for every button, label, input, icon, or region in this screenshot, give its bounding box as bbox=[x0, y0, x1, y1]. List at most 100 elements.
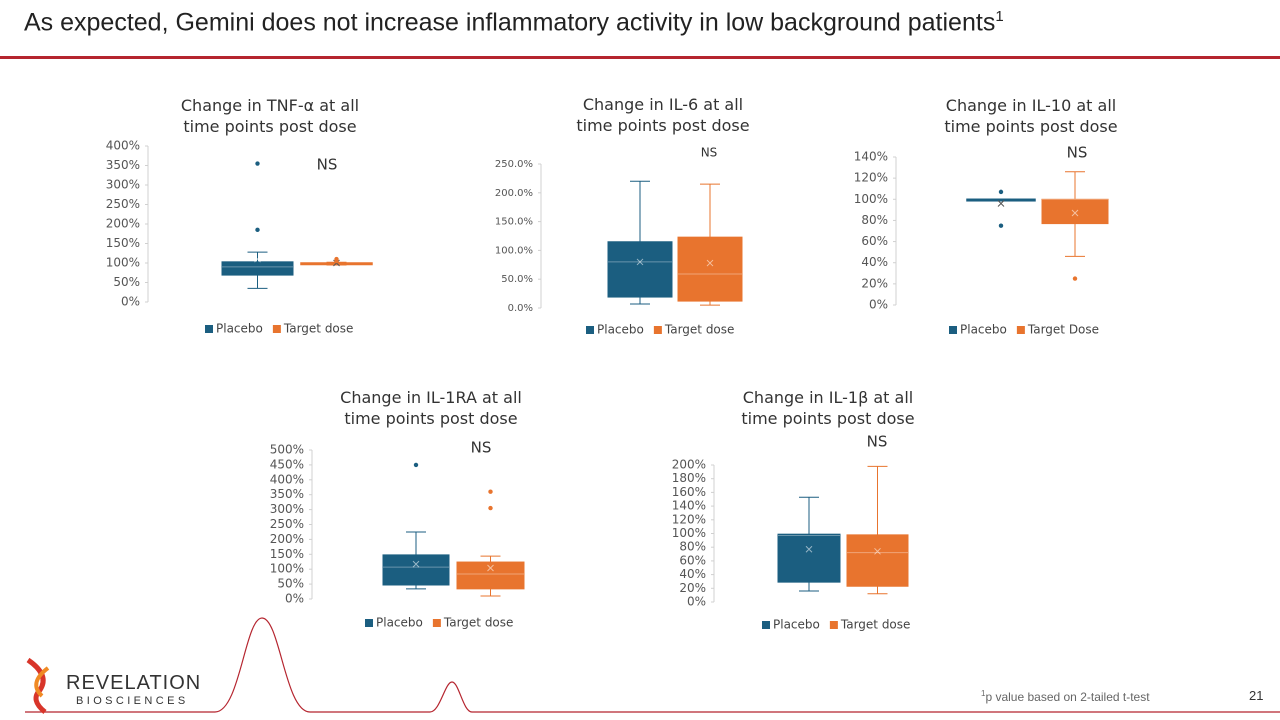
legend-label: Target dose bbox=[664, 323, 735, 337]
outlier bbox=[998, 223, 1004, 228]
logo-text: REVELATION bbox=[66, 672, 202, 694]
box bbox=[1041, 198, 1109, 225]
box bbox=[607, 241, 673, 298]
y-tick-label: 150% bbox=[270, 547, 304, 561]
chart-title: Change in TNF-α at all time points post … bbox=[180, 96, 360, 136]
y-tick-label: 0% bbox=[687, 595, 706, 609]
chart-title: Change in IL-10 at all time points post … bbox=[944, 96, 1118, 136]
y-tick-label: 100% bbox=[854, 192, 888, 206]
box bbox=[382, 554, 450, 586]
annotation: NS bbox=[1067, 144, 1088, 162]
y-tick-label: 60% bbox=[861, 234, 888, 248]
y-tick-label: 200% bbox=[270, 532, 304, 546]
outlier bbox=[334, 258, 339, 264]
outlier bbox=[1072, 276, 1078, 281]
legend-swatch bbox=[205, 325, 213, 333]
y-tick-label: 80% bbox=[861, 213, 888, 227]
legend-swatch bbox=[365, 619, 373, 627]
y-tick-label: 100.0% bbox=[495, 245, 533, 256]
chart-title: Change in IL-6 at all time points post d… bbox=[576, 95, 750, 135]
box bbox=[777, 533, 841, 583]
y-tick-label: 0.0% bbox=[508, 303, 533, 314]
legend-swatch bbox=[829, 621, 838, 629]
title-rule bbox=[0, 56, 1280, 59]
mean-marker bbox=[874, 547, 881, 555]
outlier bbox=[255, 161, 260, 166]
y-tick-label: 50% bbox=[113, 275, 140, 289]
mean-marker bbox=[636, 258, 644, 266]
y-tick-label: 400% bbox=[270, 472, 304, 486]
y-tick-label: 400% bbox=[106, 139, 140, 153]
box bbox=[677, 236, 743, 302]
y-tick-label: 350% bbox=[106, 158, 140, 172]
legend-label: Target Dose bbox=[1027, 323, 1099, 337]
y-tick-label: 40% bbox=[679, 567, 706, 581]
annotation: NS bbox=[317, 156, 338, 174]
y-tick-label: 0% bbox=[121, 295, 140, 309]
y-tick-label: 500% bbox=[270, 443, 304, 457]
box bbox=[221, 261, 294, 276]
y-tick-label: 150% bbox=[106, 236, 140, 250]
y-tick-label: 450% bbox=[270, 457, 304, 471]
legend-label: Placebo bbox=[376, 616, 423, 630]
y-tick-label: 350% bbox=[270, 487, 304, 501]
mean-marker bbox=[412, 560, 420, 568]
legend-label: Placebo bbox=[773, 618, 820, 632]
y-tick-label: 100% bbox=[270, 562, 304, 576]
y-tick-label: 120% bbox=[672, 512, 706, 526]
y-tick-label: 200% bbox=[106, 217, 140, 231]
logo-mark bbox=[26, 657, 47, 714]
outlier bbox=[413, 462, 419, 468]
legend-swatch bbox=[586, 326, 594, 334]
legend-swatch bbox=[1016, 326, 1025, 334]
footnote-text: p value based on 2-tailed t-test bbox=[985, 690, 1150, 704]
annotation: NS bbox=[701, 146, 718, 160]
outlier bbox=[488, 505, 493, 511]
mean-marker bbox=[706, 259, 714, 267]
footnote-sup: 1 bbox=[981, 689, 986, 698]
box bbox=[846, 534, 909, 587]
chart-title: Change in IL-1β at all time points post … bbox=[741, 388, 915, 428]
y-tick-label: 140% bbox=[672, 499, 706, 513]
mean-marker bbox=[1071, 209, 1079, 217]
chart-title: Change in IL-1RA at all time points post… bbox=[340, 388, 522, 428]
y-tick-label: 250% bbox=[106, 197, 140, 211]
mean-marker bbox=[254, 255, 261, 263]
title-sup: 1 bbox=[995, 8, 1004, 25]
legend-label: Placebo bbox=[597, 323, 644, 337]
y-tick-label: 200% bbox=[672, 458, 706, 472]
legend-swatch bbox=[653, 326, 662, 334]
box bbox=[456, 561, 525, 590]
outlier bbox=[488, 489, 493, 494]
legend-label: Target dose bbox=[283, 322, 354, 336]
legend-label: Target dose bbox=[840, 618, 911, 632]
y-tick-label: 50.0% bbox=[501, 274, 533, 285]
y-tick-label: 180% bbox=[672, 471, 706, 485]
y-tick-label: 150.0% bbox=[495, 217, 533, 228]
mean-marker bbox=[487, 564, 494, 572]
title-text: As expected, Gemini does not increase in… bbox=[24, 8, 996, 37]
y-tick-label: 20% bbox=[861, 276, 888, 290]
y-tick-label: 0% bbox=[285, 592, 304, 606]
annotation: NS bbox=[867, 433, 888, 451]
legend-label: Placebo bbox=[216, 322, 263, 336]
legend-swatch bbox=[949, 326, 957, 334]
y-tick-label: 20% bbox=[679, 581, 706, 595]
legend-swatch bbox=[762, 621, 770, 629]
y-tick-label: 300% bbox=[270, 502, 304, 516]
y-tick-label: 80% bbox=[679, 540, 706, 554]
y-tick-label: 100% bbox=[106, 256, 140, 270]
legend-swatch bbox=[432, 619, 441, 627]
y-tick-label: 250.0% bbox=[495, 159, 533, 170]
y-tick-label: 50% bbox=[277, 577, 304, 591]
y-tick-label: 40% bbox=[861, 255, 888, 269]
slide-title: As expected, Gemini does not increase in… bbox=[24, 8, 1004, 37]
footnote: 1p value based on 2-tailed t-test bbox=[981, 689, 1150, 704]
legend-swatch bbox=[272, 325, 281, 333]
annotation: NS bbox=[471, 439, 492, 457]
legend-label: Placebo bbox=[960, 323, 1007, 337]
y-tick-label: 140% bbox=[854, 150, 888, 164]
y-tick-label: 100% bbox=[672, 526, 706, 540]
legend-label: Target dose bbox=[443, 616, 514, 630]
